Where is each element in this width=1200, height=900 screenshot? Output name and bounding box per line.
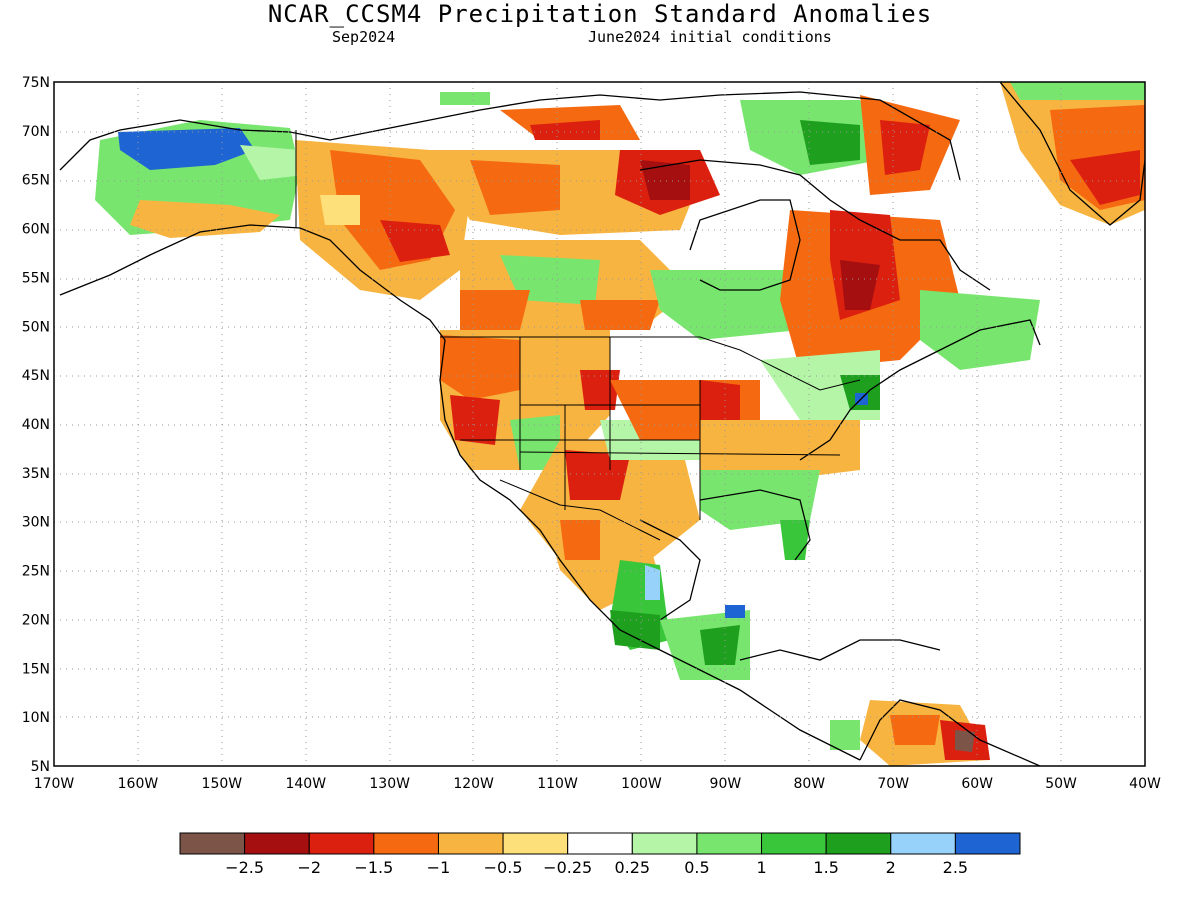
longitude-tick-label: 50W <box>1045 776 1077 792</box>
latitude-tick-label: 5N <box>31 759 50 775</box>
colorbar-tick-label: 1.5 <box>813 858 838 877</box>
latitude-tick-label: 60N <box>22 222 50 238</box>
valid-month-label: Sep2024 <box>332 28 396 46</box>
latitude-tick-label: 40N <box>22 417 50 433</box>
longitude-tick-label: 130W <box>369 776 410 792</box>
colorbar-tick-label: −2.5 <box>225 858 264 877</box>
colorbar-swatch <box>373 832 439 855</box>
colorbar-swatch <box>696 832 763 855</box>
anomaly-shading <box>95 82 1145 766</box>
longitude-tick-label: 60W <box>961 776 993 792</box>
colorbar-swatch <box>179 832 246 855</box>
longitude-tick-label: 80W <box>793 776 825 792</box>
longitude-tick-label: 150W <box>202 776 243 792</box>
longitude-tick-label: 120W <box>453 776 494 792</box>
longitude-tick-label: 110W <box>537 776 578 792</box>
latitude-tick-label: 65N <box>22 173 50 189</box>
longitude-tick-label: 100W <box>621 776 662 792</box>
longitude-tick-label: 70W <box>877 776 909 792</box>
latitude-tick-label: 25N <box>22 564 50 580</box>
latitude-tick-label: 10N <box>22 710 50 726</box>
colorbar-tick-label: 0.5 <box>684 858 709 877</box>
colorbar-swatch <box>308 832 375 855</box>
longitude-labels: 170W 160W 150W 140W 130W 120W 110W 100W 90W 80W 70… <box>34 776 1161 792</box>
latitude-tick-label: 20N <box>22 612 50 628</box>
colorbar-swatch <box>437 832 504 855</box>
colorbar-tick-label: −2 <box>297 858 321 877</box>
longitude-tick-label: 40W <box>1129 776 1161 792</box>
colorbar-swatch <box>631 832 698 855</box>
longitude-tick-label: 140W <box>285 776 326 792</box>
latitude-tick-label: 50N <box>22 319 50 335</box>
colorbar-swatch <box>502 832 569 855</box>
colorbar-tick-label: −1.5 <box>354 858 393 877</box>
colorbar-tick-label: 2 <box>886 858 896 877</box>
colorbar-swatch <box>244 832 310 855</box>
latitude-tick-label: 35N <box>22 466 50 482</box>
colorbar-tick-label: 0.25 <box>614 858 650 877</box>
colorbar-tick-label: −0.25 <box>543 858 592 877</box>
latitude-tick-label: 70N <box>22 124 50 140</box>
longitude-tick-label: 90W <box>710 776 742 792</box>
map-frame <box>53 81 1146 767</box>
colorbar-swatch <box>567 832 633 855</box>
colorbar: −2.5 −2 −1.5 −1 −0.5 −0.25 0.25 0.5 1 1.5 2 2.5 <box>179 832 1021 877</box>
latitude-tick-label: 30N <box>22 515 50 531</box>
latitude-tick-label: 15N <box>22 661 50 677</box>
colorbar-tick-label: 2.5 <box>943 858 968 877</box>
colorbar-tick-label: 1 <box>756 858 766 877</box>
colorbar-swatch <box>954 832 1021 855</box>
latitude-labels: 75N 70N 65N 60N 55N 50N 45N 40N 35N 30N 25N 20N 15N 1… <box>22 75 50 775</box>
latitude-tick-label: 45N <box>22 368 50 384</box>
map-title: NCAR_CCSM4 Precipitation Standard Anomal… <box>267 0 933 28</box>
colorbar-tick-label: −1 <box>427 858 451 877</box>
latitude-tick-label: 75N <box>22 75 50 91</box>
latitude-tick-label: 55N <box>22 270 50 286</box>
colorbar-swatch <box>890 832 956 855</box>
initial-conditions-label: June2024 initial conditions <box>588 28 832 46</box>
political-borders <box>295 130 861 541</box>
coastlines <box>59 82 1145 766</box>
colorbar-tick-label: −0.5 <box>484 858 523 877</box>
colorbar-swatch <box>825 832 892 855</box>
colorbar-swatch <box>761 832 827 855</box>
longitude-tick-label: 170W <box>34 776 75 792</box>
graticule <box>54 82 1145 766</box>
longitude-tick-label: 160W <box>118 776 159 792</box>
